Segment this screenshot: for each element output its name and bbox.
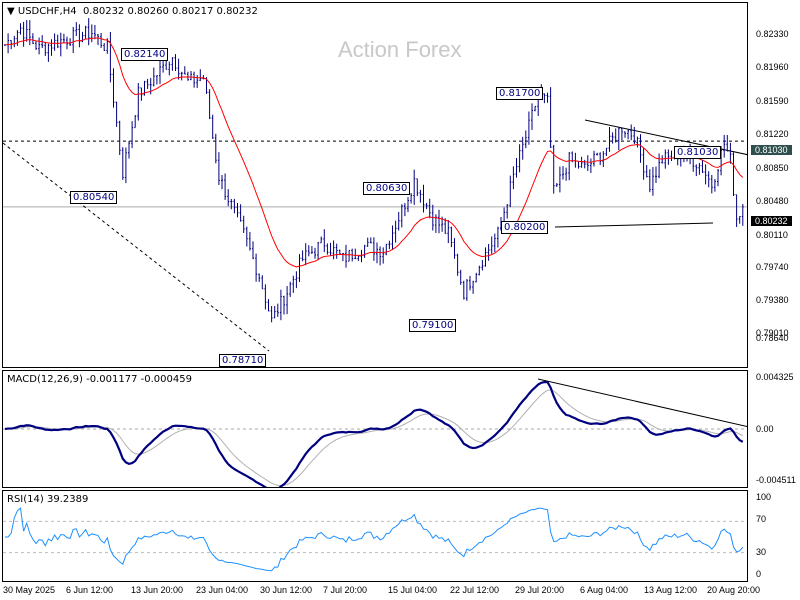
- rsi-axis-label: 0: [756, 569, 762, 579]
- label-high: 0.80630: [363, 182, 411, 195]
- dropdown-arrow-icon[interactable]: ▼: [7, 6, 15, 17]
- rsi-axis-label: 30: [756, 547, 767, 557]
- macd-axis-label: 0.00: [756, 424, 774, 434]
- label-resistance: 0.81030: [674, 146, 722, 159]
- time-axis-label: 29 Jul 20:00: [515, 585, 565, 595]
- label-low: 0.80540: [70, 191, 118, 204]
- price-axis-label: 0.79010: [756, 328, 789, 338]
- time-axis-label: 15 Jul 04:00: [388, 585, 438, 595]
- macd-axis-label: 0.004325: [756, 372, 794, 382]
- rsi-title: RSI(14) 39.2389: [7, 494, 89, 505]
- ohlc: 0.80232 0.80260 0.80217 0.80232: [82, 6, 258, 17]
- rsi-axis-label: 100: [756, 492, 772, 502]
- macd-axis-label: -0.004511: [756, 475, 796, 485]
- current-price-tag: 0.80232: [751, 216, 792, 226]
- price-plot: [3, 18, 747, 352]
- time-axis-label: 6 Jun 12:00: [66, 585, 114, 595]
- price-axis-label: 0.80850: [756, 163, 789, 173]
- time-axis-label: 20 Aug 20:00: [707, 585, 761, 595]
- price-axis-label: 0.80110: [756, 230, 788, 240]
- symbol: USDCHF,H4: [17, 6, 77, 17]
- price-axis-label: 0.82330: [756, 29, 789, 39]
- macd-panel[interactable]: MACD(12,26,9) -0.001177 -0.000459: [2, 370, 748, 488]
- time-axis-label: 13 Aug 12:00: [644, 585, 698, 595]
- macd-plot: [3, 378, 747, 487]
- label-low: 0.78710: [219, 354, 267, 367]
- rsi-line: [5, 507, 744, 572]
- rsi-panel[interactable]: RSI(14) 39.2389: [2, 490, 748, 582]
- price-axis-label: 0.79380: [756, 295, 789, 305]
- resistance-trendline: [584, 119, 747, 156]
- price-chart[interactable]: ▼ USDCHF,H4 0.80232 0.80260 0.80217 0.80…: [2, 2, 748, 368]
- moving-average-line: [4, 37, 744, 268]
- time-axis-label: 30 May 2025: [3, 585, 56, 595]
- time-axis-label: 6 Aug 04:00: [580, 585, 629, 595]
- time-axis-label: 30 Jun 12:00: [260, 585, 313, 595]
- macd-line: [4, 380, 744, 487]
- price-axis-label: 0.81590: [756, 96, 789, 106]
- price-axis-label: 0.81220: [756, 129, 789, 139]
- macd-signal-line: [4, 389, 744, 487]
- time-axis-label: 13 Jun 20:00: [131, 585, 184, 595]
- rsi-axis-label: 70: [756, 514, 767, 524]
- watermark: Action Forex: [338, 37, 462, 62]
- time-axis-label: 23 Jun 04:00: [196, 585, 249, 595]
- level-price-tag: 0.81030: [751, 145, 792, 155]
- label-support: 0.80200: [501, 221, 549, 234]
- price-axis-label: 0.79740: [756, 262, 789, 272]
- price-axis-label: 0.78640: [756, 333, 789, 343]
- time-axis-label: 7 Jul 20:00: [323, 585, 368, 595]
- rsi-plot: [3, 507, 747, 572]
- macd-title: MACD(12,26,9) -0.001177 -0.000459: [7, 374, 192, 385]
- macd-trendline: [537, 378, 747, 428]
- price-axis-label: 0.80480: [756, 196, 789, 206]
- price-axis-label: 0.81960: [756, 62, 789, 72]
- chart-title: ▼ USDCHF,H4 0.80232 0.80260 0.80217 0.80…: [7, 6, 258, 17]
- trendline: [3, 142, 270, 352]
- label-high: 0.82140: [121, 48, 169, 61]
- time-axis-label: 22 Jul 12:00: [450, 585, 500, 595]
- support-line: [554, 222, 714, 228]
- label-high: 0.81700: [496, 87, 544, 100]
- label-low: 0.79100: [409, 319, 457, 332]
